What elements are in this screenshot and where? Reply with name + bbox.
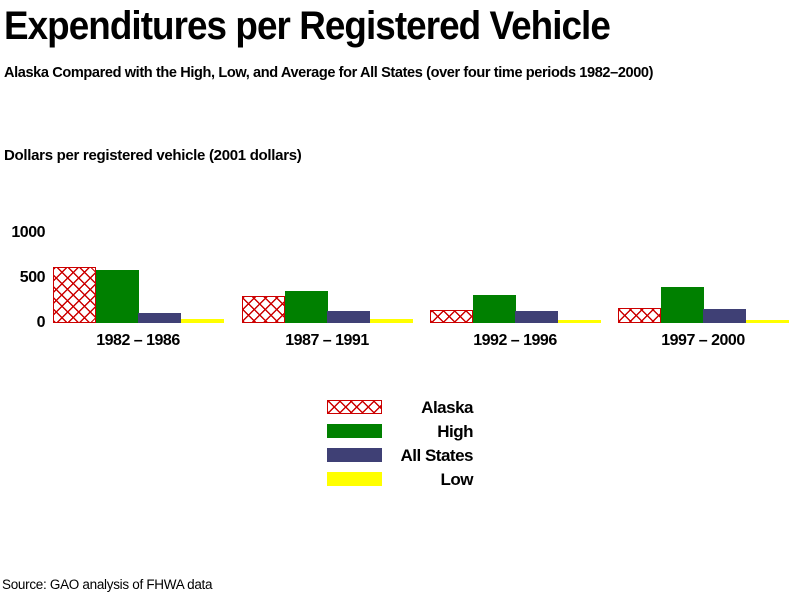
bar-low-1987-1991 bbox=[370, 319, 413, 323]
bar-high-1987-1991 bbox=[285, 291, 328, 323]
legend-label-alaska: Alaska bbox=[421, 398, 473, 417]
bar-all-states-1987-1991 bbox=[327, 311, 370, 323]
legend-swatch-low bbox=[327, 472, 382, 486]
chart-title: Expenditures per Registered Vehicle bbox=[4, 4, 611, 48]
y-tick-500: 500 bbox=[19, 269, 46, 286]
y-axis-unit-label: Dollars per registered vehicle (2001 dol… bbox=[4, 147, 302, 164]
bar-low-1982-1986 bbox=[181, 319, 224, 323]
legend-swatch-high bbox=[327, 424, 382, 438]
bar-low-1997-2000 bbox=[746, 320, 789, 323]
y-tick-0: 0 bbox=[36, 314, 46, 331]
bar-alaska-1997-2000 bbox=[618, 308, 661, 323]
legend-swatch-all-states bbox=[327, 448, 382, 462]
legend-label-high: High bbox=[437, 422, 473, 441]
legend-label-all-states: All States bbox=[400, 446, 474, 465]
source-note: Source: GAO analysis of FHWA data bbox=[2, 577, 213, 592]
bar-high-1982-1986 bbox=[96, 270, 139, 323]
x-category-label: 1987 – 1991 bbox=[285, 332, 369, 349]
bar-all-states-1997-2000 bbox=[703, 309, 746, 323]
x-category-label: 1997 – 2000 bbox=[661, 332, 745, 349]
bar-alaska-1992-1996 bbox=[430, 310, 473, 323]
x-category-label: 1992 – 1996 bbox=[473, 332, 557, 349]
bar-alaska-1987-1991 bbox=[242, 296, 285, 323]
legend-swatch-alaska bbox=[327, 400, 382, 414]
legend-label-low: Low bbox=[440, 470, 474, 489]
bar-alaska-1982-1986 bbox=[53, 267, 96, 323]
bar-all-states-1992-1996 bbox=[515, 311, 558, 323]
bar-all-states-1982-1986 bbox=[138, 313, 181, 323]
x-category-label: 1982 – 1986 bbox=[96, 332, 180, 349]
y-tick-1000: 1000 bbox=[11, 224, 45, 241]
bar-low-1992-1996 bbox=[558, 320, 601, 323]
bar-high-1997-2000 bbox=[661, 287, 704, 323]
bar-high-1992-1996 bbox=[473, 295, 516, 323]
chart-subtitle: Alaska Compared with the High, Low, and … bbox=[4, 64, 654, 81]
